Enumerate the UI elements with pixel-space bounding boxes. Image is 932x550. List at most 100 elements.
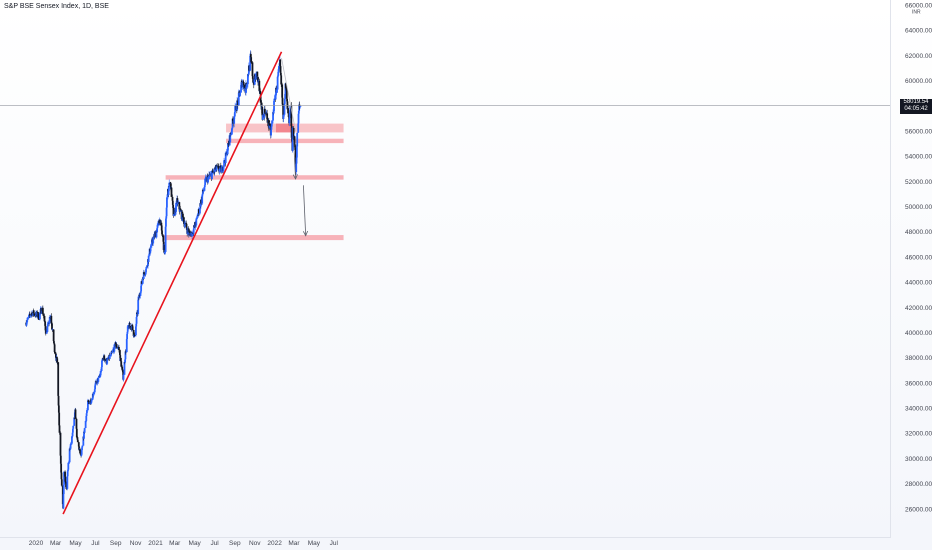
candle bbox=[207, 176, 209, 184]
trendline-1[interactable] bbox=[62, 51, 283, 515]
candle-body bbox=[284, 83, 287, 89]
candle bbox=[44, 319, 47, 327]
candle-body bbox=[135, 312, 138, 317]
price-tick-label: 64000.00 bbox=[905, 28, 932, 35]
candle bbox=[185, 220, 188, 224]
candle-body bbox=[233, 116, 236, 117]
candle-body bbox=[138, 294, 141, 299]
candle bbox=[266, 109, 269, 121]
support-zone-2[interactable] bbox=[275, 123, 294, 133]
candle bbox=[262, 114, 264, 120]
candle bbox=[75, 417, 78, 431]
candle-body bbox=[147, 255, 150, 262]
candle bbox=[97, 375, 100, 384]
candle bbox=[279, 62, 282, 75]
candle-body bbox=[204, 178, 207, 186]
candle bbox=[57, 361, 60, 397]
candle-body bbox=[288, 118, 291, 124]
candle-body bbox=[250, 57, 253, 62]
candle-body bbox=[46, 324, 49, 327]
candle-body bbox=[252, 82, 255, 85]
candle-body bbox=[260, 102, 263, 110]
candle bbox=[131, 326, 134, 331]
time-tick-label: Sep bbox=[229, 540, 241, 547]
candle-body bbox=[131, 324, 134, 327]
time-tick-label: May bbox=[69, 540, 82, 547]
candle-body bbox=[141, 278, 144, 284]
candle-body bbox=[92, 393, 95, 396]
candle bbox=[143, 270, 145, 276]
price-tick-label: 54000.00 bbox=[905, 154, 932, 161]
candle-body bbox=[44, 330, 47, 334]
support-zone-5[interactable] bbox=[163, 235, 344, 241]
time-tick-label: Jul bbox=[91, 540, 100, 547]
candle bbox=[284, 82, 287, 91]
support-zone-3[interactable] bbox=[226, 138, 344, 144]
candle bbox=[164, 226, 167, 255]
candle bbox=[41, 305, 44, 315]
candle-body bbox=[101, 358, 104, 361]
candle-body bbox=[93, 389, 96, 393]
candle-body bbox=[282, 105, 285, 119]
projection-arrow-1[interactable] bbox=[292, 139, 298, 180]
candle-body bbox=[105, 363, 108, 365]
candle-body bbox=[211, 170, 214, 173]
candle bbox=[170, 186, 173, 198]
candle bbox=[126, 325, 129, 334]
candle bbox=[42, 314, 45, 319]
currency-unit: INR bbox=[912, 10, 921, 16]
candle bbox=[111, 350, 113, 353]
candle-body bbox=[222, 166, 225, 168]
candle-body bbox=[87, 401, 90, 402]
candle-body bbox=[135, 323, 138, 327]
candle-body bbox=[81, 447, 83, 451]
candle-body bbox=[200, 199, 203, 204]
candle bbox=[52, 329, 55, 343]
time-tick-label: Nov bbox=[130, 540, 142, 547]
candle bbox=[129, 325, 132, 331]
candle-body bbox=[204, 178, 207, 180]
candle-body bbox=[246, 74, 249, 85]
candle-body bbox=[143, 272, 145, 275]
candle bbox=[246, 82, 248, 90]
candle-body bbox=[297, 110, 300, 114]
trendline-2[interactable] bbox=[281, 58, 296, 132]
candle-body bbox=[28, 315, 31, 317]
candle-body bbox=[231, 128, 234, 129]
price-tick-label: 26000.00 bbox=[905, 506, 932, 513]
candle bbox=[149, 251, 152, 254]
candle-body bbox=[159, 219, 161, 224]
candle-body bbox=[79, 449, 81, 454]
candle-body bbox=[252, 78, 255, 83]
price-tick-label: 42000.00 bbox=[905, 305, 932, 312]
candle-body bbox=[233, 112, 236, 117]
candle-body bbox=[149, 247, 152, 252]
candle bbox=[88, 401, 91, 405]
candle-body bbox=[68, 448, 71, 463]
candle bbox=[56, 356, 59, 365]
time-tick-label: Mar bbox=[169, 540, 181, 547]
candle bbox=[161, 232, 164, 238]
candle-body bbox=[144, 274, 147, 276]
candle bbox=[62, 493, 65, 510]
support-zone-4[interactable] bbox=[165, 175, 344, 180]
projection-arrow-2[interactable] bbox=[302, 185, 309, 237]
candle bbox=[198, 208, 200, 217]
time-axis[interactable]: 2020 Mar May Jul Sep Nov 2021 Mar May Jul Sep Nov 20… bbox=[0, 537, 890, 548]
candle bbox=[39, 311, 42, 316]
price-axis[interactable]: 26000.00 28000.00 30000.00 32000.00 34000.00… bbox=[890, 0, 932, 538]
candle-body bbox=[154, 232, 157, 238]
candle-body bbox=[191, 232, 193, 237]
candle-body bbox=[119, 357, 122, 362]
candle-body bbox=[284, 93, 287, 99]
candle bbox=[133, 332, 136, 337]
candle bbox=[152, 236, 155, 246]
candle bbox=[289, 105, 292, 111]
candle-body bbox=[145, 268, 147, 273]
candle bbox=[175, 200, 177, 215]
candle-body bbox=[134, 335, 136, 336]
candle-body bbox=[165, 216, 168, 219]
candle-body bbox=[106, 358, 109, 360]
candle-body bbox=[245, 86, 248, 89]
